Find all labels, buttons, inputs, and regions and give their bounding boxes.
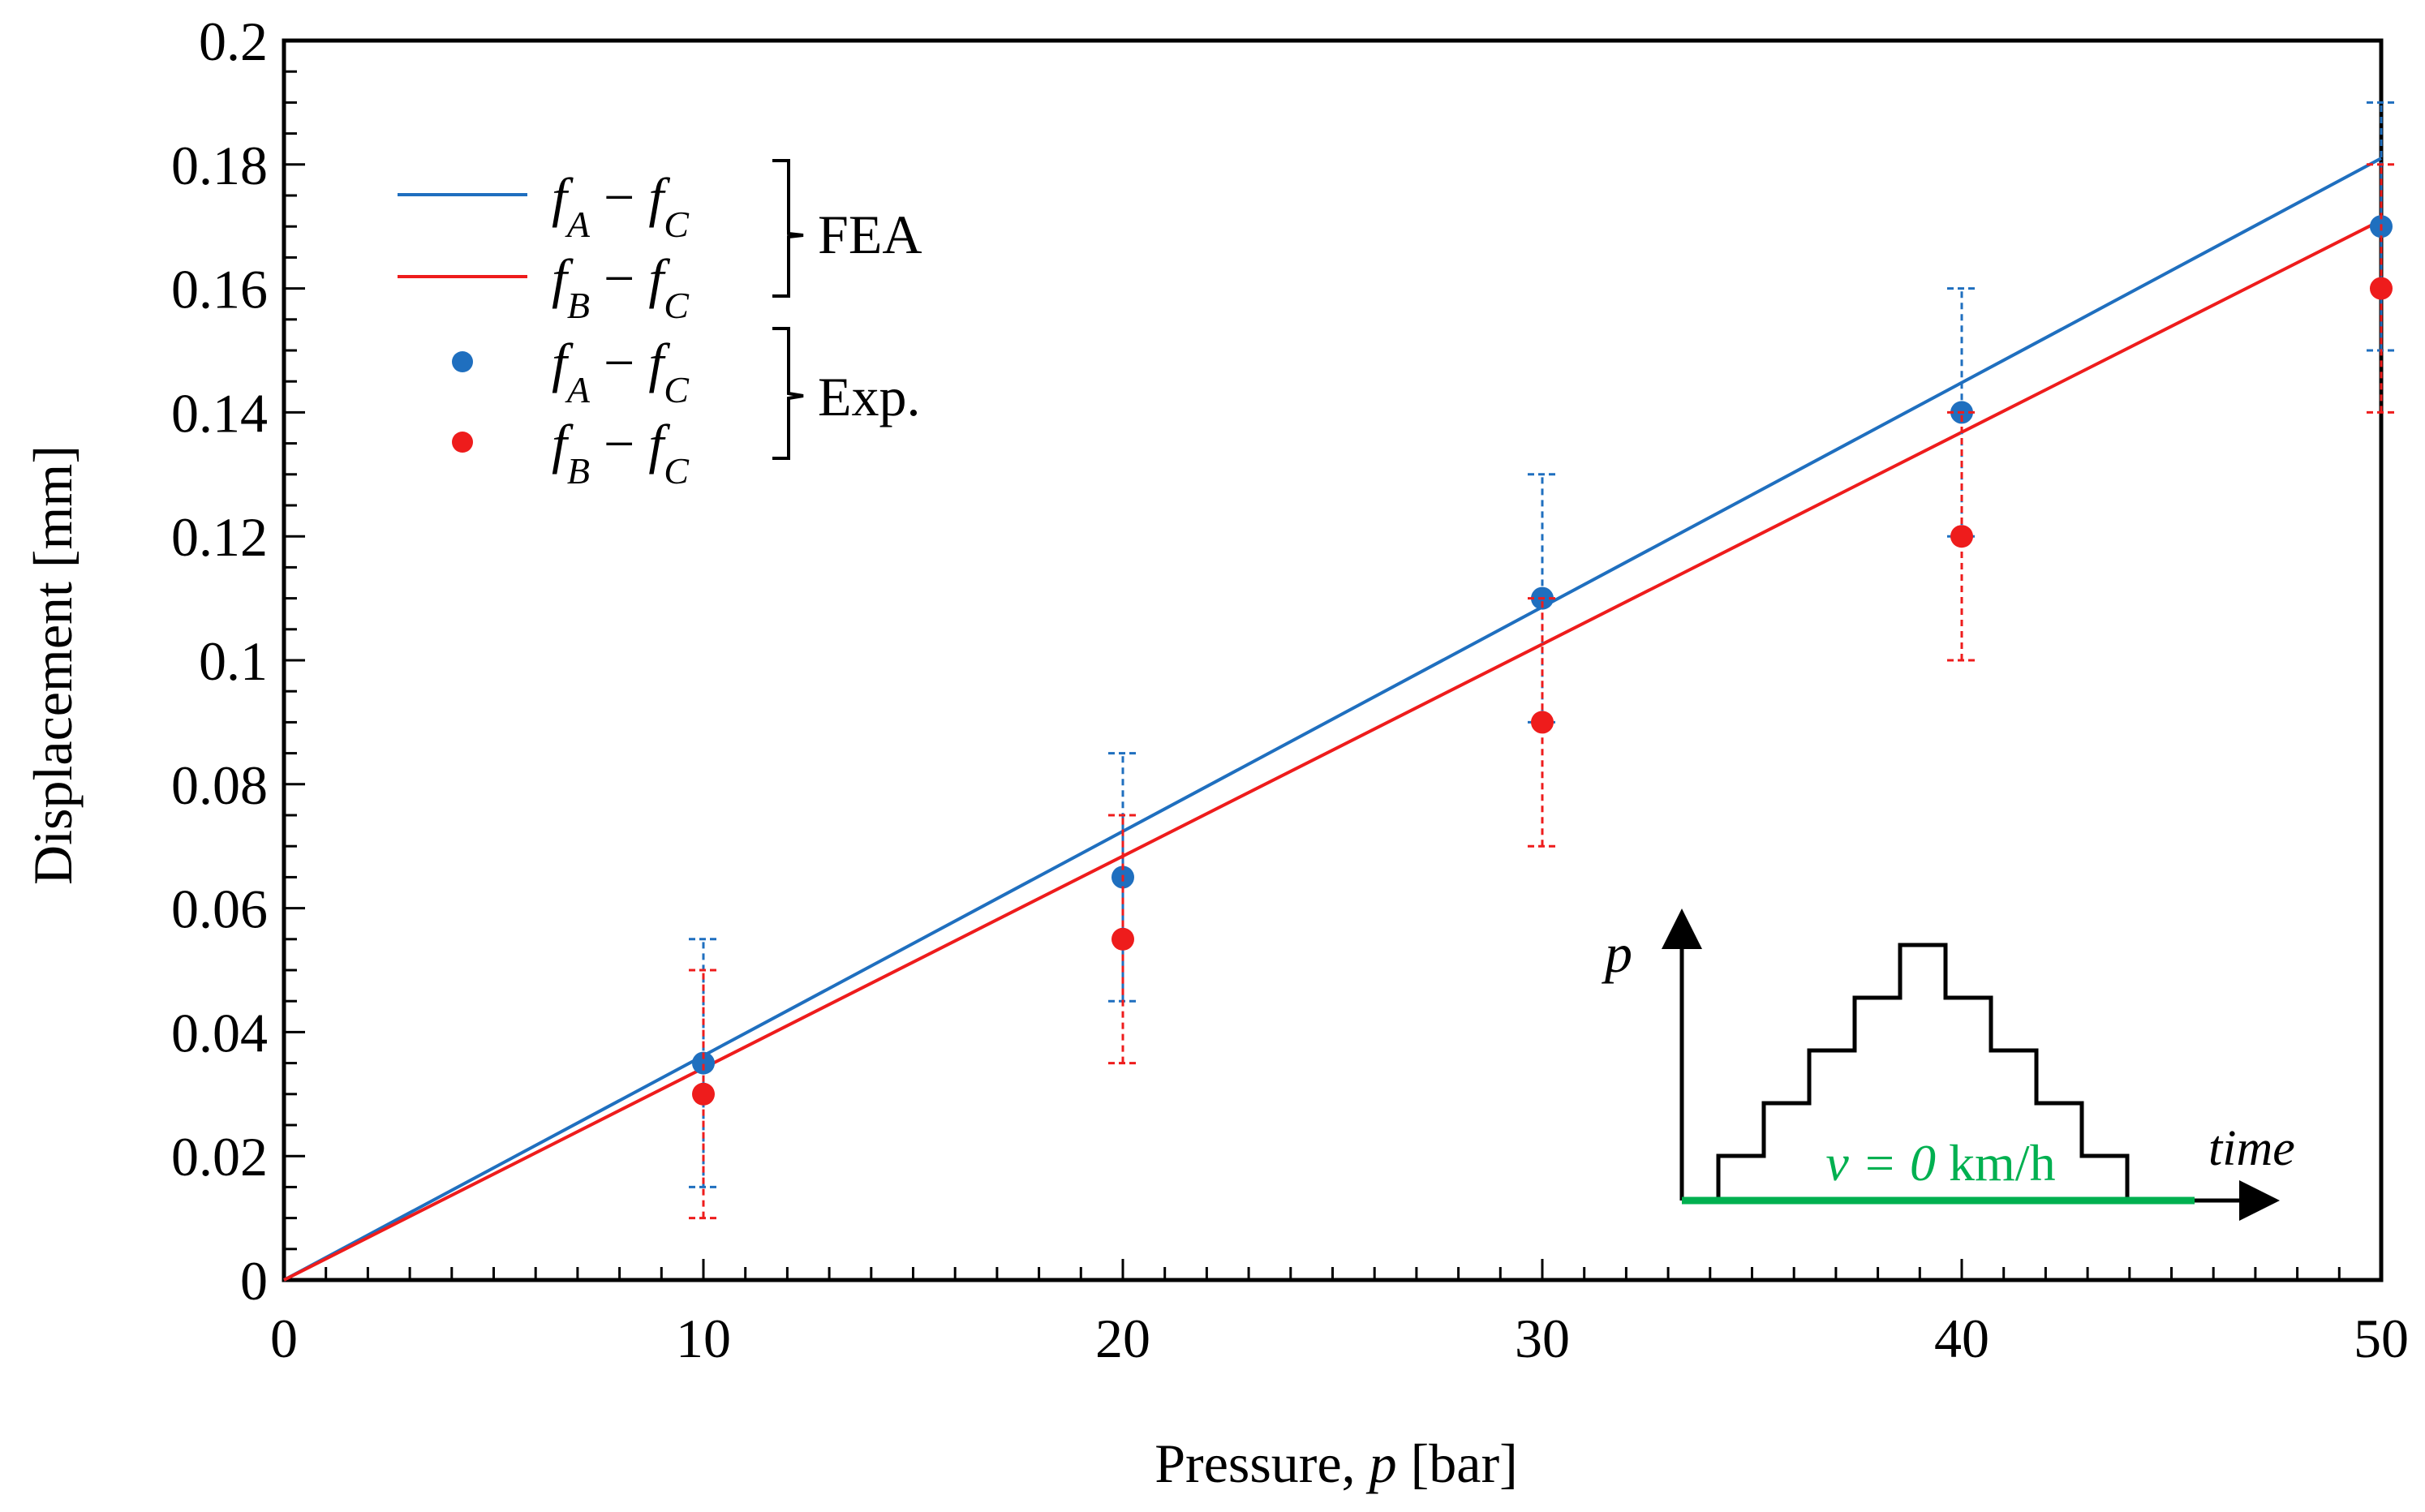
y-tick-label: 0.2 xyxy=(199,11,268,72)
y-tick-label: 0.1 xyxy=(199,630,268,692)
data-point-fb-fc xyxy=(1950,525,1973,548)
inset-p-label: p xyxy=(1602,922,1632,984)
legend-bracket-exp xyxy=(772,327,804,460)
y-tick-label: 0.12 xyxy=(171,506,268,568)
legend-label-exp-fb-fc: fB − fC xyxy=(552,413,690,492)
inset-pressure-profile: p time v = 0 km/h xyxy=(1602,908,2295,1221)
fea-line-fa-fc xyxy=(283,157,2382,1282)
legend-dot-fb-fc xyxy=(452,432,473,453)
x-tick-label: 40 xyxy=(1934,1308,1989,1369)
legend-bracket-fea xyxy=(772,159,804,298)
data-point-fb-fc xyxy=(2370,277,2393,300)
x-axis-title: Pressure, p [bar] xyxy=(1154,1433,1518,1494)
data-point-fb-fc xyxy=(1111,927,1134,951)
y-tick-label: 0.16 xyxy=(171,259,268,320)
inset-step-profile xyxy=(1716,943,2130,1201)
x-tick-label: 10 xyxy=(676,1308,731,1369)
y-tick-label: 0.14 xyxy=(171,382,268,444)
legend-label-fea-fa-fc: fA − fC xyxy=(552,166,690,245)
data-point-fb-fc xyxy=(1531,711,1554,734)
x-tick-label: 30 xyxy=(1515,1308,1570,1369)
x-tick-label: 0 xyxy=(270,1308,298,1369)
legend: fA − fC fB − fC fA − fC fB − fC FEA Exp. xyxy=(398,159,922,492)
fea-lines xyxy=(283,157,2382,1282)
y-tick-label: 0.18 xyxy=(171,135,268,196)
inset-velocity-caption: v = 0 km/h xyxy=(1825,1134,2055,1192)
axes: 0 10 20 30 40 50 0 0.02 0.04 0.06 0.08 0.1 0.12 0.14 0… xyxy=(171,11,2409,1369)
y-tick-label: 0.06 xyxy=(171,878,268,940)
legend-group-fea: FEA xyxy=(818,204,922,265)
inset-time-label: time xyxy=(2208,1121,2295,1176)
y-axis-title: Displacement [mm] xyxy=(22,445,84,885)
experimental-points xyxy=(689,101,2396,1220)
data-point-fa-fc xyxy=(692,1051,715,1075)
y-tick-label: 0 xyxy=(240,1250,268,1312)
x-tick-label: 20 xyxy=(1095,1308,1150,1369)
legend-label-exp-fa-fc: fA − fC xyxy=(552,332,690,410)
data-point-fb-fc xyxy=(692,1082,715,1106)
y-tick-label: 0.02 xyxy=(171,1126,268,1188)
y-tick-label: 0.04 xyxy=(171,1002,268,1063)
legend-group-exp: Exp. xyxy=(818,366,921,427)
x-tick-label: 50 xyxy=(2354,1308,2409,1369)
legend-dot-fa-fc xyxy=(452,351,473,372)
y-tick-label: 0.08 xyxy=(171,754,268,816)
fea-line-fb-fc xyxy=(283,218,2382,1282)
legend-label-fea-fb-fc: fB − fC xyxy=(552,247,690,326)
